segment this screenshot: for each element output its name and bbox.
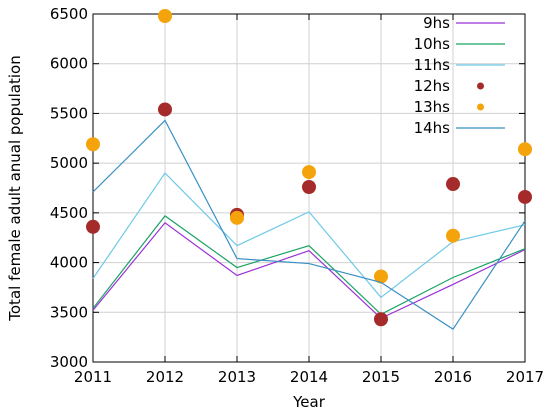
data-point-12hs [158, 102, 172, 117]
series-9hs [92, 221, 526, 319]
data-point-13hs [86, 137, 100, 152]
data-point-13hs [230, 210, 244, 225]
data-point-12hs [518, 189, 532, 204]
y-tick-label: 3500 [50, 303, 88, 321]
series-14hs [92, 119, 526, 331]
series-line-10hs [92, 215, 526, 316]
y-axis-title: Total female adult anual population [6, 55, 24, 321]
y-tick-label: 4000 [50, 254, 88, 272]
axis-ticks: 2011 2012 2013 2014 2015 2016 2017 3000 3500 4000… [50, 5, 544, 386]
data-point-12hs [446, 177, 460, 192]
y-tick-label: 5000 [50, 154, 88, 172]
x-tick-label: 2011 [74, 368, 112, 386]
data-point-12hs [86, 219, 100, 234]
y-tick-label: 3000 [50, 353, 88, 371]
x-tick-label: 2016 [434, 368, 472, 386]
legend-swatch-13hs [477, 103, 484, 111]
data-point-12hs [374, 312, 388, 327]
data-point-13hs [518, 142, 532, 157]
legend-label-10hs: 10hs [414, 35, 451, 53]
series-13hs [86, 8, 532, 284]
legend-label-12hs: 12hs [414, 77, 451, 95]
legend-label-13hs: 13hs [414, 98, 451, 116]
y-tick-label: 4500 [50, 204, 88, 222]
series-10hs [92, 215, 526, 316]
series-line-14hs [92, 119, 526, 331]
x-axis-title: Year [292, 393, 326, 411]
x-tick-label: 2014 [290, 368, 328, 386]
x-tick-label: 2013 [218, 368, 256, 386]
data-point-13hs [158, 8, 172, 23]
x-tick-label: 2012 [146, 368, 184, 386]
data-point-13hs [302, 165, 316, 180]
legend-label-14hs: 14hs [414, 119, 451, 137]
series-line-9hs [92, 221, 526, 319]
legend-label-11hs: 11hs [414, 56, 451, 74]
x-tick-label: 2015 [362, 368, 400, 386]
legend: 9hs 10hs 11hs 12hs 13hs 14hs [414, 14, 505, 137]
data-point-12hs [302, 180, 316, 195]
y-tick-label: 5500 [50, 104, 88, 122]
y-tick-label: 6000 [50, 55, 88, 73]
legend-swatch-12hs [477, 82, 484, 90]
x-tick-label: 2017 [506, 368, 544, 386]
y-tick-label: 6500 [50, 5, 88, 23]
series-group [86, 8, 532, 331]
legend-label-9hs: 9hs [423, 14, 450, 32]
data-point-13hs [374, 269, 388, 284]
data-point-13hs [446, 228, 460, 243]
